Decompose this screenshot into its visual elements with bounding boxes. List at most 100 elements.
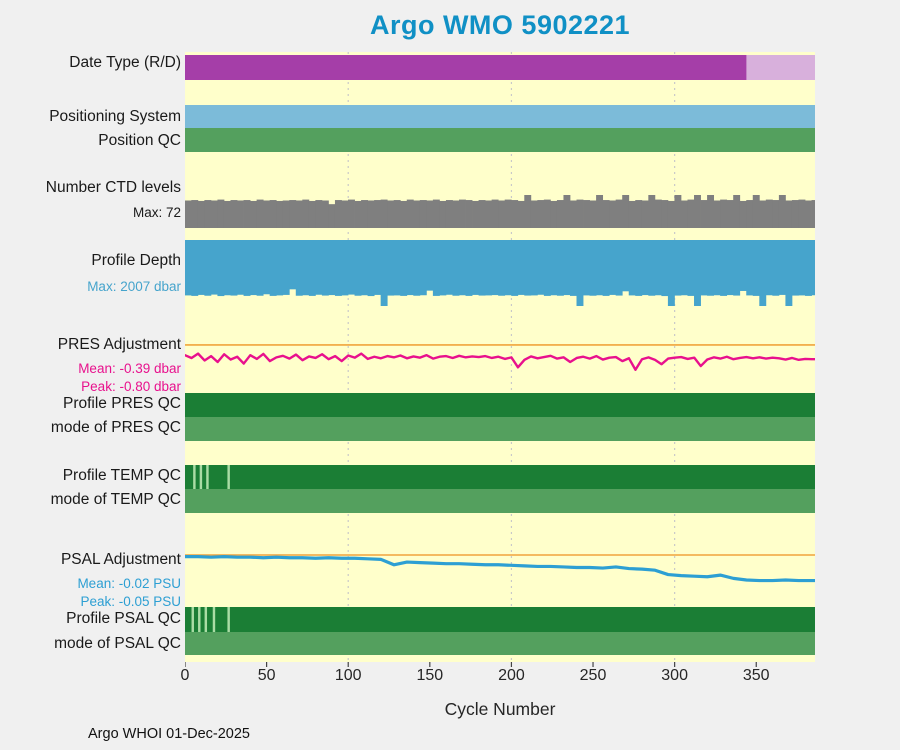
profile_depth-bar [550,240,558,296]
profile_depth-bar [517,240,525,295]
profile_depth-bar [354,240,362,296]
x-tick-label: 250 [579,667,607,684]
ctd_levels-bar [439,200,447,228]
row-label-pres-adjustment: PRES Adjustment [57,336,181,353]
profile_depth-bar [223,240,231,296]
row-label-profile-depth: Profile Depth [91,252,181,269]
date_type-band [185,55,747,80]
ctd_levels-bar [445,200,453,228]
ctd_levels-bar [191,200,199,228]
profile_depth-bar [263,240,271,295]
row-label-profile-psal-qc: Profile PSAL QC [66,610,181,627]
pres-peak-label: Peak: -0.80 dbar [81,379,181,394]
ctd_levels-bar [648,195,656,228]
profile_depth-bar [759,240,767,306]
ctd_levels-bar [700,200,708,228]
ctd_levels-bar [583,200,590,228]
profile_depth-bar [622,240,630,292]
row-label-date-type: Date Type (R/D) [69,54,181,71]
ctd_levels-bar [458,199,466,228]
profile_depth-bar [674,240,682,296]
profile_depth-bar [400,240,408,296]
profile_depth-bar [341,240,349,296]
row-label-profile-pres-qc: Profile PRES QC [62,395,181,412]
profile_depth-bar [237,240,244,295]
profile_depth-bar [478,240,486,296]
psal-peak-label: Peak: -0.05 PSU [80,594,181,609]
ctd_levels-bar [374,200,382,228]
ctd_levels-bar [615,199,623,228]
ctd_levels-bar [380,199,388,228]
profile_depth-bar [361,240,368,296]
credit-text: Argo WHOI 01-Dec-2025 [88,726,250,742]
ctd_levels-bar [498,200,506,228]
ctd_levels-bar [739,200,747,228]
ctd_levels-bar [641,200,649,228]
profile_depth-bar [687,240,695,296]
profile_depth-bar [289,240,297,290]
ctd_levels-bar [602,200,610,228]
ctd_levels-bar [550,200,558,228]
profile_depth-bar [491,240,499,296]
ctd_levels-bar [256,199,264,228]
ctd_levels-bar [811,200,815,228]
ctd_levels-bar [478,200,486,228]
row-label-positioning: Positioning System [49,108,181,125]
row-label-ctd-levels: Number CTD levels [45,179,181,196]
profile_depth-bar [648,240,656,296]
ctd_levels-bar [485,200,493,228]
ctd_levels-bar [367,200,375,228]
profile_depth-bar [315,240,323,295]
pres_adjustment-line [185,352,815,371]
mode_temp_qc-band [185,489,815,513]
profile_depth-bar [419,240,427,296]
profile_depth-bar [439,240,447,296]
ctd_levels-bar [237,200,244,228]
ctd_levels-bar [628,200,636,228]
ctd_levels-bar [400,200,408,228]
ctd_levels-bar [348,199,355,228]
positioning_system-band [185,105,815,128]
profile_depth-bar [282,240,290,295]
profile_depth-bar [746,240,754,296]
ctd_levels-bar [263,200,271,228]
ctd_levels-bar [354,200,362,228]
ctd_levels-bar [622,195,630,228]
ctd_levels-bar [746,200,754,228]
x-tick-label: 100 [334,667,362,684]
ctd_levels-bar [197,200,205,228]
profile_depth-bar [772,240,780,296]
ctd_levels-bar [772,200,780,228]
profile_depth-bar [569,240,577,296]
ctd_levels-bar [204,200,212,228]
profile_depth-bar [641,240,649,296]
profile_depth-bar [334,240,342,296]
ctd_levels-bar [426,200,434,228]
profile_depth-bar [752,240,760,296]
row-label-profile-temp-qc: Profile TEMP QC [62,467,181,484]
profile_temp_qc-stripe [206,465,209,489]
ctd_levels-bar [185,200,192,228]
ctd_levels-bar [667,200,675,228]
ctd_levels-bar [752,195,760,228]
x-tick-label: 150 [416,667,444,684]
x-tick-label: 300 [661,667,688,684]
ctd_levels-bar [563,195,571,228]
profile_depth-bar [426,240,434,291]
profile_depth-bar [733,240,741,296]
profile_depth-bar [602,240,610,296]
ctd_levels-bar [217,199,225,228]
profile_depth-bar [387,240,395,296]
ctd_levels-bar [387,200,395,228]
psal-mean-label: Mean: -0.02 PSU [77,576,181,591]
ctd_levels-bar [419,200,427,228]
ctd_levels-bar [341,200,349,228]
profile_depth-bar [348,240,355,295]
profile_psal_qc-stripe [191,607,194,632]
ctd_levels-bar [778,195,786,228]
plot-area [185,52,815,672]
ctd_levels-bar [295,200,303,228]
ctd-levels-max-label: Max: 72 [132,205,181,220]
ctd_levels-bar [308,200,316,228]
